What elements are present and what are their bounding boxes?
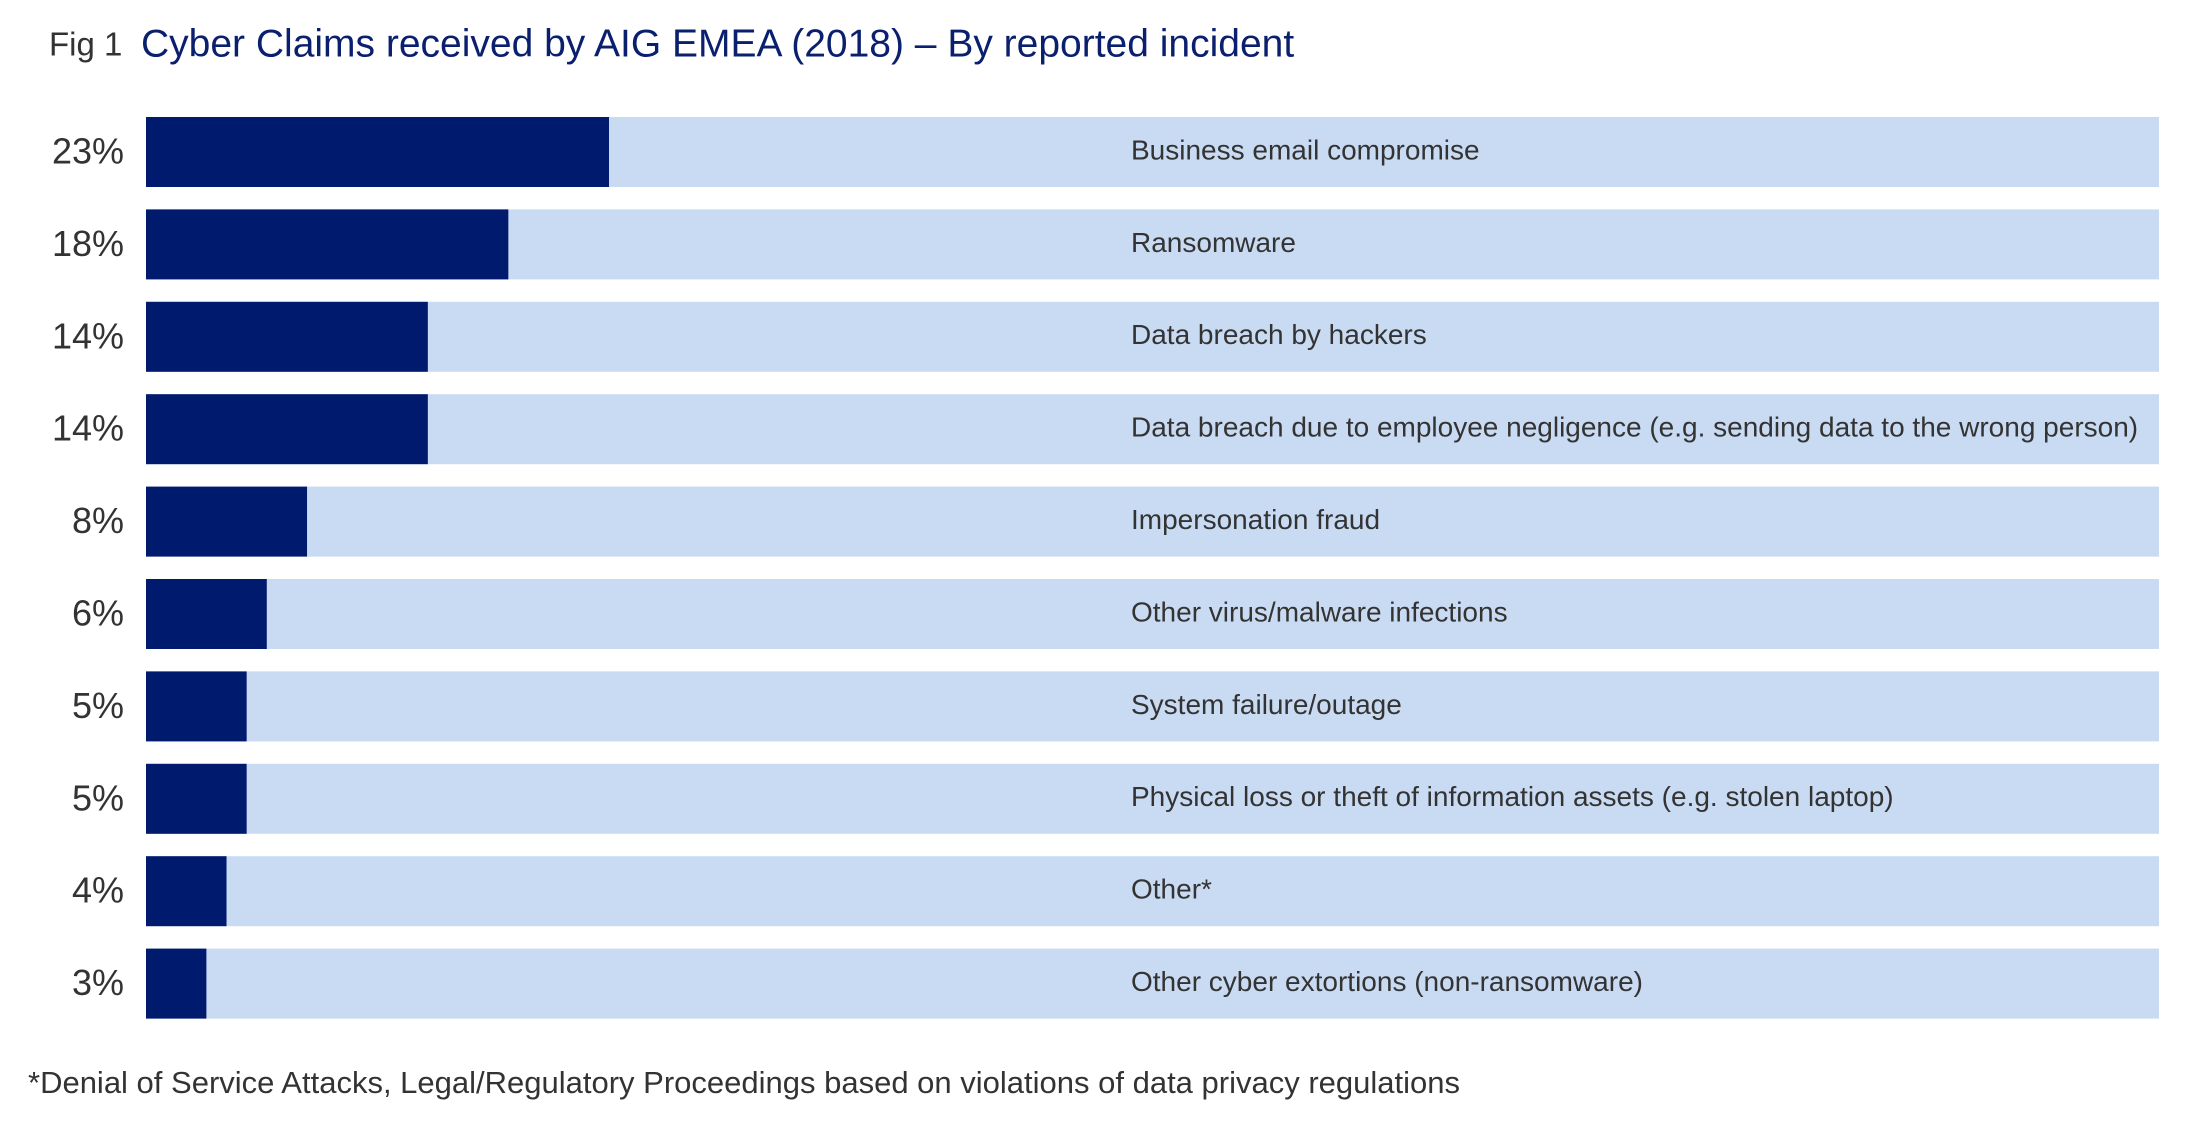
bar	[146, 763, 247, 834]
bar-track	[146, 763, 2159, 834]
bar-track	[146, 301, 2159, 372]
value-label: 5%	[72, 777, 124, 818]
footnote: *Denial of Service Attacks, Legal/Regula…	[28, 1065, 1460, 1100]
value-label: 18%	[52, 223, 124, 264]
bar	[146, 301, 428, 372]
value-label: 6%	[72, 593, 124, 634]
bar-track	[146, 579, 2159, 649]
value-label: 5%	[72, 685, 124, 726]
figure-label: Fig 1	[49, 26, 122, 63]
value-label: 4%	[72, 870, 124, 911]
bar	[146, 671, 247, 742]
value-label: 14%	[52, 315, 124, 356]
category-label: Ransomware	[1131, 227, 1296, 258]
bar-track	[146, 394, 2159, 465]
bar-track	[146, 671, 2159, 742]
bar	[146, 117, 609, 187]
category-label: Data breach due to employee negligence (…	[1131, 412, 2138, 443]
value-label: 8%	[72, 500, 124, 541]
bar	[146, 209, 509, 280]
value-label: 14%	[52, 408, 124, 449]
bar-track	[146, 948, 2159, 1019]
bar	[146, 394, 428, 465]
bar-track	[146, 856, 2159, 927]
category-label: Other*	[1131, 874, 1212, 905]
bar	[146, 486, 308, 557]
value-label: 23%	[52, 131, 124, 172]
category-label: System failure/outage	[1131, 689, 1402, 720]
category-label: Other cyber extortions (non-ransomware)	[1131, 966, 1643, 997]
category-label: Other virus/malware infections	[1131, 596, 1508, 627]
category-label: Data breach by hackers	[1131, 319, 1427, 350]
bar-track	[146, 486, 2159, 557]
bar	[146, 948, 207, 1019]
bar	[146, 579, 267, 649]
category-label: Business email compromise	[1131, 134, 1480, 165]
bar	[146, 856, 227, 927]
value-label: 3%	[72, 962, 124, 1003]
category-label: Physical loss or theft of information as…	[1131, 781, 1894, 812]
category-label: Impersonation fraud	[1131, 504, 1380, 535]
chart-title: Cyber Claims received by AIG EMEA (2018)…	[141, 22, 1294, 65]
